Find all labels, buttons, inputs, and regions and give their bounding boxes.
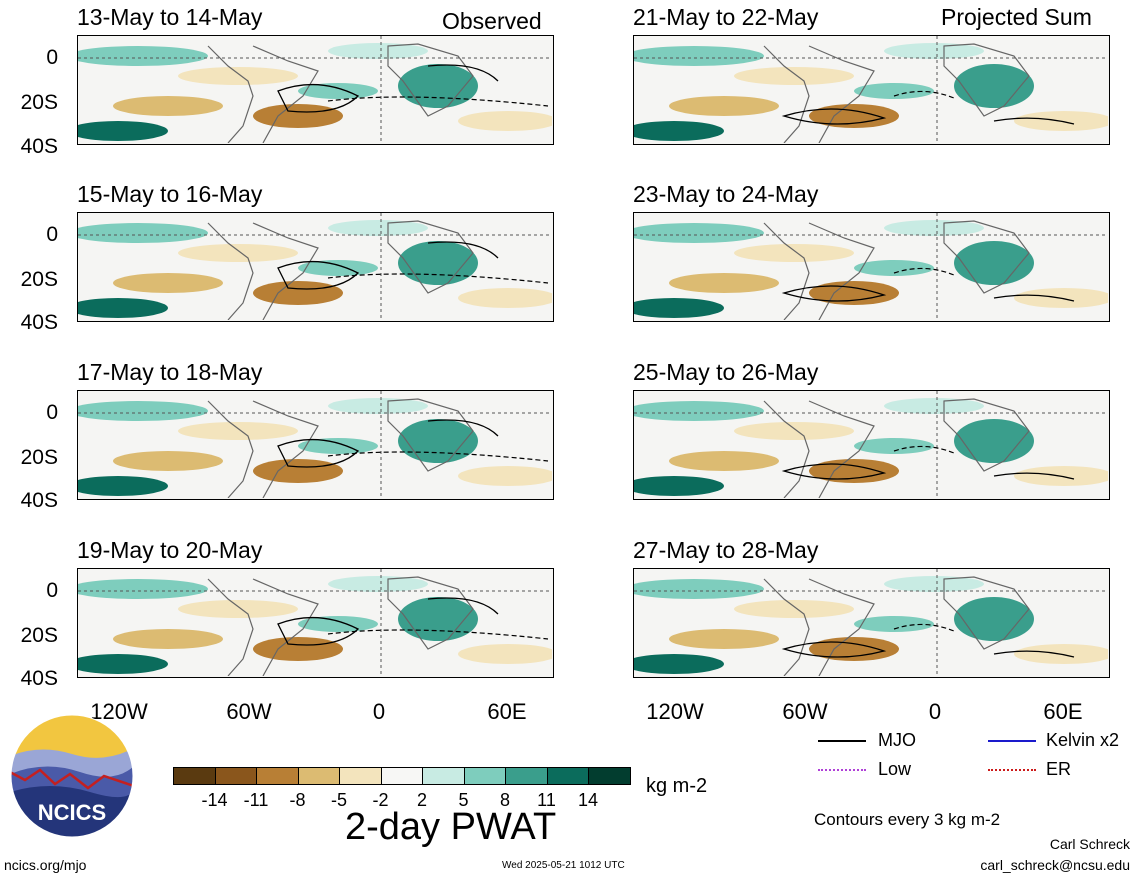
- colorbar-tick-label: -5: [330, 790, 347, 810]
- colorbar-box: [505, 767, 548, 785]
- projected-map-panel: [633, 35, 1110, 145]
- projected-map-panel: [633, 568, 1110, 678]
- y-tick-label: 40S: [20, 135, 58, 158]
- colorbar-box: [380, 767, 423, 785]
- colorbar-box: [339, 767, 382, 785]
- figure-title: 2-day PWAT: [345, 806, 557, 848]
- author: Carl Schreck: [1049, 836, 1130, 852]
- colorbar-box: [173, 767, 216, 785]
- colorbar-tick-label: 5: [458, 790, 469, 810]
- projected-map-panel: [633, 390, 1110, 500]
- ncics-logo: NCICS: [10, 714, 134, 838]
- er-legend-line: [988, 769, 1036, 771]
- kelvin-legend-line: [988, 740, 1036, 742]
- projected-sum-header: Projected Sum: [941, 4, 1092, 30]
- colorbar-tick-label: 2: [416, 790, 427, 810]
- colorbar-tick-label: -11: [243, 790, 269, 810]
- observed-header: Observed: [442, 8, 542, 34]
- er-legend-label: ER: [1046, 759, 1072, 779]
- colorbar-tick-label: -14: [201, 790, 228, 810]
- x-tick-label: 0: [928, 699, 942, 724]
- mjo-legend-line: [818, 740, 866, 742]
- observed-map-panel: [77, 35, 554, 145]
- y-tick-label: 20S: [20, 91, 58, 114]
- projected-map-panel: [633, 212, 1110, 322]
- colorbar-tick-label: 11: [537, 790, 556, 810]
- x-tick-label: 60W: [226, 699, 272, 724]
- panel-title: 17-May to 18-May: [77, 359, 263, 385]
- y-tick-label: 0: [46, 223, 58, 246]
- colorbar-tick-label: 8: [499, 790, 510, 810]
- contour-note: Contours every 3 kg m-2: [814, 810, 1001, 829]
- colorbar-box: [256, 767, 299, 785]
- colorbar-tick-label: -8: [289, 790, 306, 810]
- panel-title: 27-May to 28-May: [633, 537, 819, 563]
- colorbar-tick-label: 14: [577, 790, 599, 810]
- mjo-legend-label: MJO: [878, 730, 916, 750]
- observed-map-panel: [77, 568, 554, 678]
- panel-title: 23-May to 24-May: [633, 181, 819, 207]
- x-tick-label: 0: [372, 699, 386, 724]
- panel-title: 19-May to 20-May: [77, 537, 263, 563]
- y-tick-label: 20S: [20, 268, 58, 291]
- y-tick-label: 0: [46, 579, 58, 602]
- x-tick-label: 60E: [487, 699, 527, 724]
- x-tick-label: 120W: [646, 699, 704, 724]
- colorbar-box: [297, 767, 340, 785]
- y-tick-label: 0: [46, 401, 58, 424]
- panel-title: 15-May to 16-May: [77, 181, 263, 207]
- x-tick-label: 60E: [1043, 699, 1083, 724]
- colorbar-box: [422, 767, 465, 785]
- observed-map-panel: [77, 212, 554, 322]
- y-tick-label: 20S: [20, 446, 58, 469]
- colorbar-box: [463, 767, 506, 785]
- x-tick-label: 60W: [782, 699, 828, 724]
- panel-title: 13-May to 14-May: [77, 4, 263, 30]
- low-legend-label: Low: [878, 759, 912, 779]
- y-tick-label: 0: [46, 46, 58, 69]
- y-tick-label: 20S: [20, 624, 58, 647]
- y-tick-label: 40S: [20, 311, 58, 334]
- colorbar-box: [214, 767, 257, 785]
- colorbar-box: [588, 767, 631, 785]
- site-link[interactable]: ncics.org/mjo: [4, 857, 87, 873]
- kelvin-legend-label: Kelvin x2: [1046, 730, 1120, 750]
- colorbar-units: kg m-2: [646, 775, 708, 797]
- logo-text: NCICS: [38, 800, 106, 825]
- email: carl_schreck@ncsu.edu: [980, 857, 1130, 873]
- colorbar-tick-label: -2: [372, 790, 389, 810]
- y-tick-label: 40S: [20, 489, 58, 512]
- panel-title: 21-May to 22-May: [633, 4, 819, 30]
- timestamp: Wed 2025-05-21 1012 UTC: [502, 860, 625, 871]
- panel-title: 25-May to 26-May: [633, 359, 819, 385]
- low-legend-line: [818, 769, 866, 771]
- y-tick-label: 40S: [20, 667, 58, 690]
- observed-map-panel: [77, 390, 554, 500]
- x-tick-label: 120W: [90, 699, 148, 724]
- colorbar-box: [546, 767, 589, 785]
